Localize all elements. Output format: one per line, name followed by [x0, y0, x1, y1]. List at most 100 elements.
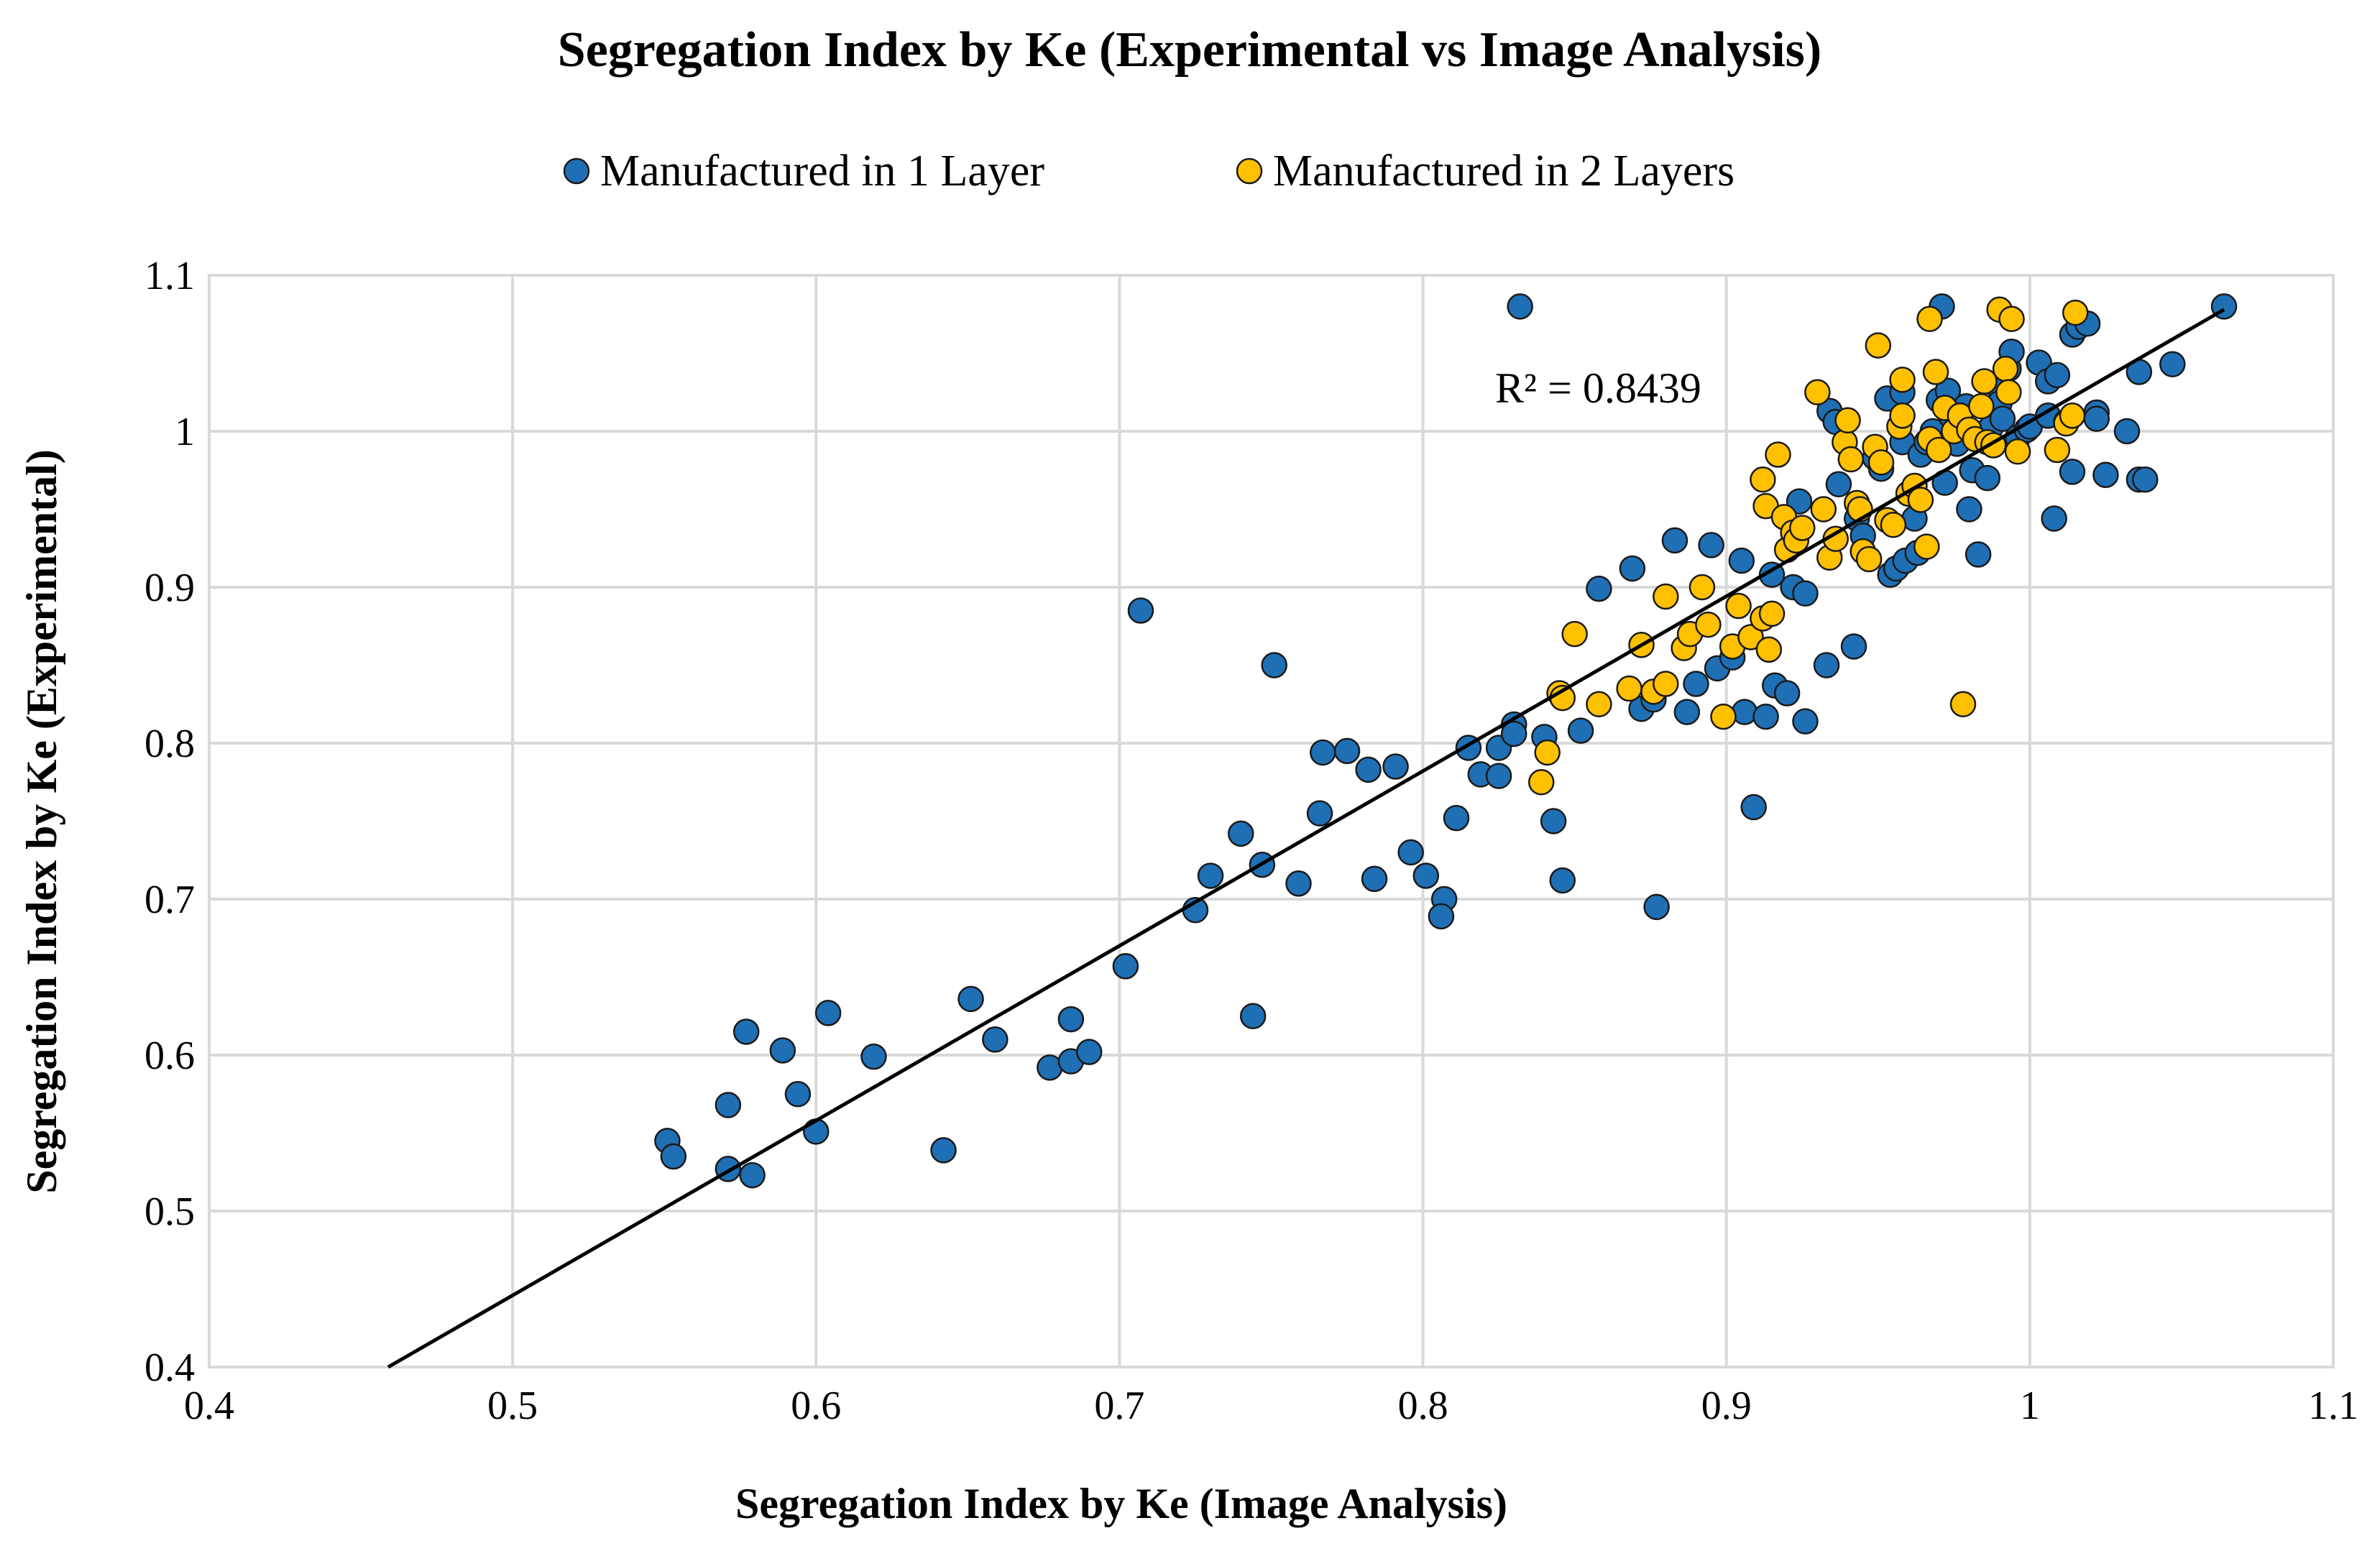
point-1-layer: [2159, 351, 2186, 377]
chart-title: Segregation Index by Ke (Experimental vs…: [558, 22, 1821, 78]
legend-marker-2-layers: [1236, 157, 1263, 185]
point-1-layer: [2041, 505, 2067, 532]
point-2-layers: [1925, 436, 1952, 464]
point-1-layer: [1075, 1039, 1103, 1065]
point-2-layers: [1750, 466, 1776, 493]
point-1-layer: [1752, 703, 1779, 730]
r-squared-annotation: R² = 0.8439: [1495, 364, 1701, 412]
point-1-layer: [1485, 763, 1512, 789]
point-2-layers: [1992, 355, 2019, 382]
point-2-layers: [1865, 332, 1892, 359]
point-2-layers: [1695, 611, 1722, 638]
point-1-layer: [1412, 862, 1440, 889]
point-1-layer: [1786, 488, 1813, 515]
point-2-layers: [1616, 675, 1642, 702]
legend-label-1-layer: Manufactured in 1 Layer: [600, 147, 1044, 195]
point-1-layer: [1825, 471, 1852, 498]
point-1-layer: [1974, 464, 2001, 492]
x-tick-label: 0.4: [184, 1384, 234, 1428]
x-tick-label: 0.6: [791, 1384, 841, 1428]
point-1-layer: [814, 1000, 842, 1026]
legend-label-2-layers: Manufactured in 2 Layers: [1273, 147, 1735, 195]
x-tick-label: 1.1: [2308, 1384, 2358, 1428]
y-tick-label: 0.9: [144, 566, 195, 610]
point-2-layers: [1725, 592, 1752, 620]
point-1-layer: [1127, 597, 1154, 624]
point-1-layer: [1792, 580, 1819, 607]
x-axis-title: Segregation Index by Ke (Image Analysis): [735, 1480, 1507, 1527]
point-1-layer: [1813, 652, 1840, 678]
point-2-layers: [1755, 636, 1783, 663]
y-tick-label: 0.8: [144, 722, 195, 766]
point-1-layer: [1619, 555, 1646, 582]
point-1-layer: [2113, 418, 2141, 445]
point-2-layers: [2044, 436, 2071, 464]
point-1-layer: [1428, 903, 1455, 930]
point-1-layer: [732, 1018, 760, 1045]
y-tick-label: 0.5: [144, 1190, 195, 1234]
point-1-layer: [1956, 496, 1982, 523]
point-1-layer: [1731, 699, 1758, 725]
point-1-layer: [1361, 865, 1388, 893]
point-2-layers: [1837, 446, 1865, 473]
point-1-layer: [739, 1161, 766, 1189]
point-1-layer: [1698, 532, 1724, 558]
point-1-layer: [1549, 867, 1576, 894]
point-1-layer: [1773, 680, 1801, 707]
point-2-layers: [1810, 496, 1837, 523]
point-2-layers: [1889, 402, 1916, 429]
point-1-layer: [2132, 466, 2159, 493]
point-1-layer: [1382, 753, 1409, 780]
point-1-layer: [1507, 293, 1533, 320]
point-2-layers: [1855, 546, 1883, 573]
point-1-layer: [803, 1118, 830, 1145]
point-1-layer: [1683, 671, 1709, 697]
point-2-layers: [1561, 620, 1588, 648]
point-2-layers: [1804, 379, 1831, 405]
point-1-layer: [1285, 870, 1312, 897]
point-1-layer: [1500, 720, 1527, 747]
point-2-layers: [1586, 691, 1612, 717]
gridlines: [208, 274, 2335, 1368]
point-2-layers: [1880, 511, 1907, 538]
y-tick-label: 1.1: [144, 254, 195, 298]
point-1-layer: [1057, 1006, 1085, 1033]
x-tick-label: 0.5: [487, 1384, 538, 1428]
point-2-layers: [1653, 671, 1679, 697]
point-2-layers: [1527, 769, 1555, 796]
y-tick-label: 0.4: [144, 1345, 195, 1390]
point-2-layers: [1922, 359, 1949, 385]
point-2-layers: [1913, 533, 1940, 560]
point-2-layers: [1867, 449, 1895, 476]
point-2-layers: [2004, 438, 2031, 465]
point-1-layer: [1567, 717, 1594, 744]
point-1-layer: [1740, 793, 1767, 821]
y-axis-ticks: 0.4 0.5 0.6 0.7 0.8 0.9 1 1.1: [144, 254, 195, 1390]
point-2-layers: [1710, 703, 1737, 730]
point-2-layers: [1789, 515, 1816, 541]
point-1-layer: [2092, 461, 2119, 489]
point-2-layers: [1737, 624, 1764, 650]
point-1-layer: [1261, 652, 1287, 678]
point-2-layers: [1688, 574, 1716, 601]
data-points: [654, 293, 2238, 1189]
x-axis-ticks: 0.4 0.5 0.6 0.7 0.8 0.9 1 1.1: [184, 1384, 2358, 1428]
point-1-layer: [769, 1037, 796, 1064]
point-1-layer: [1355, 756, 1382, 783]
point-2-layers: [2062, 299, 2089, 326]
point-1-layer: [1197, 862, 1224, 889]
point-1-layer: [1965, 541, 1992, 568]
series-2-layers: [1527, 296, 2089, 796]
point-2-layers: [1653, 583, 1679, 610]
point-2-layers: [2059, 402, 2086, 429]
point-2-layers: [1758, 600, 1786, 627]
point-1-layer: [2083, 405, 2110, 432]
point-1-layer: [1758, 561, 1786, 588]
point-2-layers: [1889, 367, 1916, 393]
point-1-layer: [1228, 820, 1254, 847]
point-2-layers: [1534, 739, 1561, 766]
point-1-layer: [1540, 808, 1567, 834]
point-2-layers: [1971, 368, 1998, 395]
point-2-layers: [1907, 487, 1934, 513]
x-tick-label: 1: [2020, 1384, 2040, 1428]
